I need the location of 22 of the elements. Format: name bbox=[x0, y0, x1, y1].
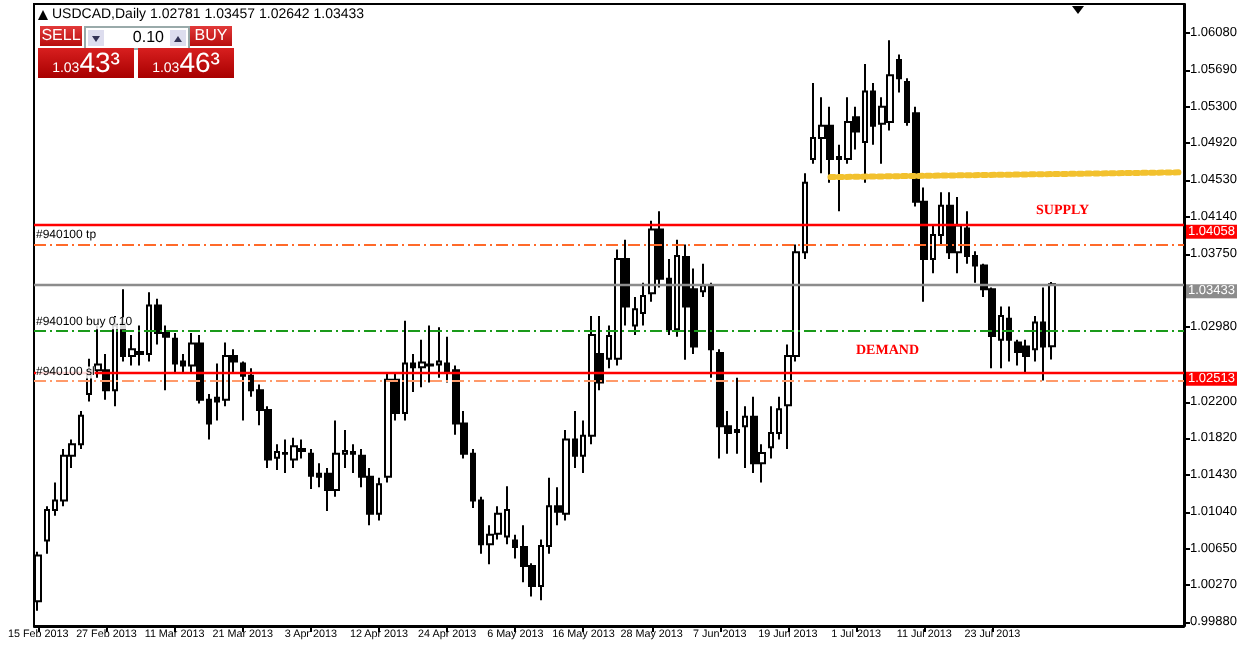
candlestick bbox=[290, 436, 298, 470]
candlestick bbox=[308, 448, 314, 491]
candlestick bbox=[640, 281, 646, 327]
candlestick bbox=[750, 395, 758, 474]
candlestick bbox=[172, 332, 178, 375]
annotation: SELL bbox=[40, 26, 82, 46]
candlestick bbox=[682, 243, 690, 361]
candlestick bbox=[60, 448, 68, 508]
candlestick bbox=[768, 405, 774, 460]
candlestick bbox=[1014, 338, 1022, 367]
candlestick bbox=[426, 324, 434, 384]
candlestick bbox=[298, 438, 306, 460]
candlestick bbox=[954, 196, 962, 275]
candlestick bbox=[240, 360, 246, 422]
candlestick bbox=[384, 372, 392, 484]
candlestick bbox=[716, 348, 724, 460]
number-field: 0.10 bbox=[84, 26, 190, 50]
candlestick bbox=[648, 219, 656, 303]
annotation: 0.10 bbox=[132, 28, 164, 48]
candlestick bbox=[1006, 305, 1012, 363]
annotation: BUY bbox=[190, 26, 232, 46]
candlestick bbox=[614, 248, 622, 367]
